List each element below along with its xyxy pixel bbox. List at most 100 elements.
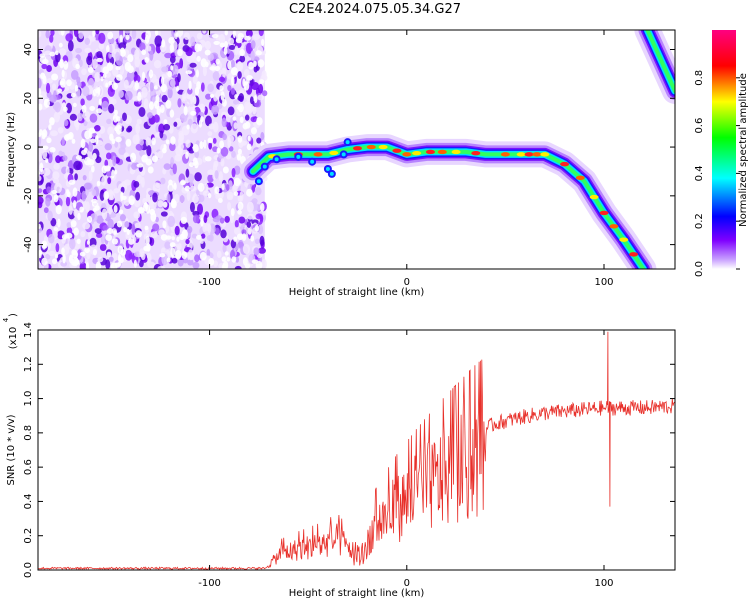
noise-gap bbox=[237, 201, 244, 211]
noise-gap bbox=[236, 233, 244, 240]
noise-blob bbox=[192, 214, 200, 224]
noise-blob bbox=[114, 140, 119, 148]
noise-blob bbox=[38, 196, 44, 205]
noise-blob bbox=[82, 222, 91, 230]
noise-blob bbox=[186, 190, 191, 202]
noise-gap bbox=[170, 136, 176, 145]
noise-gap bbox=[61, 247, 65, 255]
noise-gap bbox=[223, 47, 228, 55]
noise-gap bbox=[235, 38, 243, 44]
noise-blob bbox=[207, 53, 214, 62]
noise-gap bbox=[42, 145, 49, 150]
noise-gap bbox=[169, 109, 175, 118]
noise-blob bbox=[106, 118, 112, 125]
ridge-peak bbox=[540, 152, 550, 157]
noise-gap bbox=[230, 208, 235, 217]
noise-gap bbox=[209, 66, 217, 71]
noise-blob bbox=[73, 30, 79, 38]
noise-blob bbox=[119, 214, 126, 222]
noise-gap bbox=[181, 251, 188, 260]
noise-gap bbox=[38, 132, 42, 137]
noise-gap bbox=[231, 76, 235, 86]
ridge-fragment-core bbox=[310, 159, 315, 164]
noise-blob bbox=[233, 227, 241, 235]
noise-blob bbox=[52, 171, 60, 180]
noise-gap bbox=[165, 235, 172, 240]
noise-blob bbox=[53, 163, 60, 170]
noise-gap bbox=[68, 131, 74, 140]
noise-gap bbox=[90, 138, 96, 144]
noise-gap bbox=[160, 234, 168, 241]
ridge-peak bbox=[500, 152, 510, 157]
noise-gap bbox=[86, 240, 90, 245]
noise-gap bbox=[237, 135, 243, 143]
noise-blob bbox=[253, 65, 258, 73]
noise-gap bbox=[137, 91, 142, 102]
noise-gap bbox=[38, 88, 42, 96]
noise-gap bbox=[84, 247, 90, 254]
noise-blob bbox=[243, 91, 248, 99]
y-tick-label: 1.4 bbox=[23, 322, 34, 338]
y-tick-label: -40 bbox=[23, 236, 34, 252]
noise-gap bbox=[38, 249, 43, 256]
noise-blob bbox=[118, 89, 124, 98]
noise-gap bbox=[89, 105, 96, 111]
x-tick-label: 0 bbox=[404, 277, 410, 288]
noise-blob bbox=[238, 239, 244, 249]
noise-blob bbox=[230, 87, 235, 95]
noise-gap bbox=[207, 137, 213, 144]
noise-blob bbox=[171, 64, 179, 75]
noise-gap bbox=[207, 193, 212, 199]
noise-gap bbox=[239, 116, 244, 123]
noise-blob bbox=[127, 125, 133, 132]
noise-blob bbox=[224, 215, 230, 223]
ridge-fragment-core bbox=[345, 140, 350, 145]
x-axis-label: Height of straight line (km) bbox=[289, 287, 425, 298]
noise-blob bbox=[66, 226, 73, 235]
noise-gap bbox=[165, 139, 170, 145]
y-tick-label: 0 bbox=[23, 144, 34, 150]
noise-blob bbox=[218, 76, 226, 83]
noise-blob bbox=[220, 229, 227, 239]
noise-blob bbox=[101, 100, 109, 112]
noise-gap bbox=[38, 223, 41, 229]
noise-gap bbox=[123, 227, 128, 233]
noise-blob bbox=[234, 45, 239, 56]
noise-gap bbox=[224, 30, 228, 36]
noise-blob bbox=[38, 175, 42, 182]
noise-gap bbox=[74, 84, 79, 92]
noise-gap bbox=[39, 55, 47, 64]
noise-blob bbox=[190, 123, 198, 134]
noise-blob bbox=[207, 131, 213, 137]
noise-gap bbox=[184, 185, 191, 192]
noise-blob bbox=[189, 202, 195, 213]
noise-gap bbox=[233, 236, 238, 242]
noise-gap bbox=[88, 127, 96, 134]
noise-gap bbox=[41, 240, 47, 247]
noise-gap bbox=[49, 147, 56, 153]
y-scale-label: (x10 bbox=[8, 327, 19, 350]
noise-gap bbox=[119, 34, 123, 43]
noise-gap bbox=[40, 72, 46, 80]
noise-blob bbox=[254, 186, 262, 196]
y-tick-label: 0.2 bbox=[23, 528, 34, 544]
noise-gap bbox=[197, 182, 205, 192]
noise-gap bbox=[195, 69, 200, 78]
noise-blob bbox=[108, 206, 112, 215]
ridge-fragment-core bbox=[262, 164, 267, 169]
noise-gap bbox=[213, 40, 221, 45]
noise-gap bbox=[62, 253, 66, 264]
noise-gap bbox=[120, 49, 126, 57]
ridge-peak bbox=[575, 175, 585, 180]
noise-blob bbox=[241, 229, 247, 235]
y-tick-label: 0.4 bbox=[23, 493, 34, 509]
noise-blob bbox=[191, 195, 199, 203]
noise-blob bbox=[189, 62, 197, 68]
noise-blob bbox=[49, 34, 54, 43]
noise-blob bbox=[139, 248, 145, 258]
noise-gap bbox=[61, 69, 65, 78]
noise-blob bbox=[222, 133, 227, 141]
noise-gap bbox=[244, 121, 251, 129]
noise-gap bbox=[103, 190, 109, 200]
noise-blob bbox=[149, 49, 154, 61]
